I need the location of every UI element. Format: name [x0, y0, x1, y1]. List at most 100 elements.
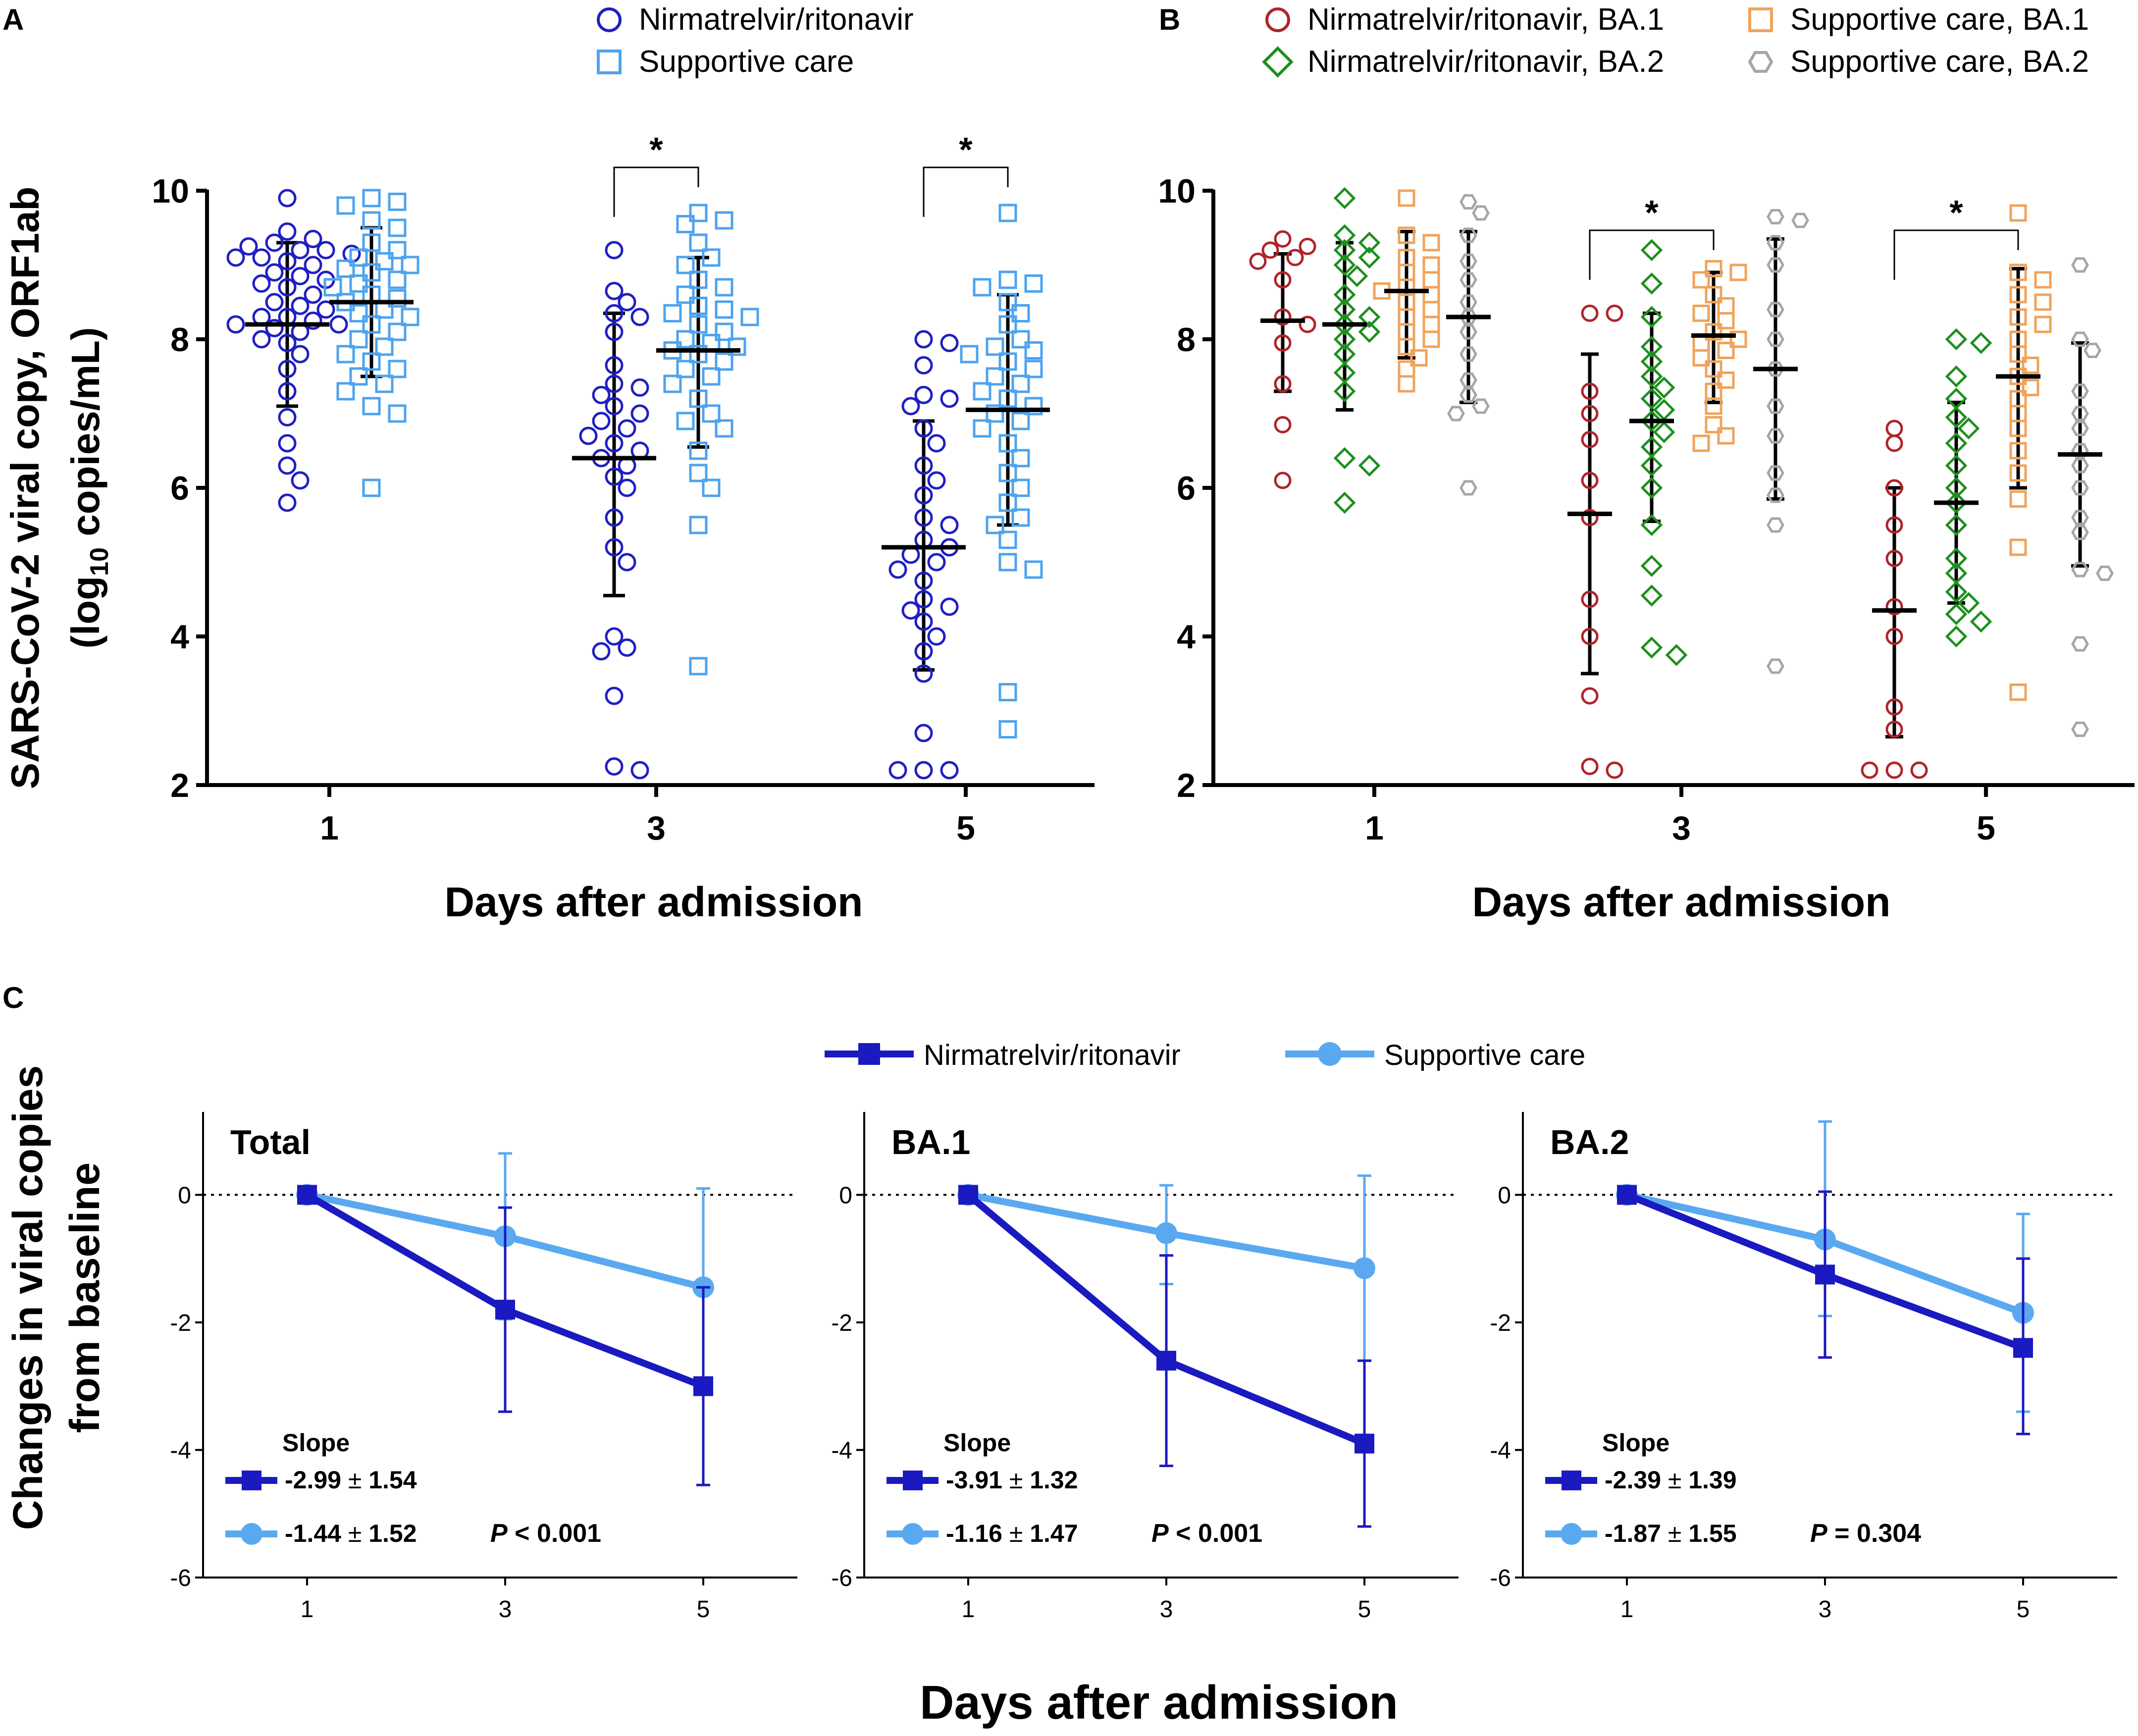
data-point — [362, 315, 381, 334]
data-point — [901, 397, 920, 416]
data-point — [998, 553, 1017, 572]
data-point — [927, 434, 946, 453]
y-tick-label: 8 — [170, 321, 189, 359]
data-point — [349, 330, 368, 349]
data-point — [715, 322, 733, 341]
y-tick-label: 2 — [1177, 767, 1196, 804]
data-point — [278, 252, 297, 270]
data-point — [1460, 254, 1477, 269]
data-point — [1398, 189, 1415, 207]
panel-letter: B — [1159, 3, 1180, 36]
data-point — [1358, 246, 1381, 269]
data-point — [689, 345, 708, 364]
data-point — [605, 241, 624, 260]
data-point — [252, 248, 271, 267]
data-point — [914, 761, 933, 780]
data-point — [349, 274, 368, 293]
data-point — [1791, 212, 1809, 228]
data-point — [304, 256, 322, 274]
data-point — [1472, 398, 1490, 414]
series-3 — [1446, 194, 2114, 737]
data-point — [1617, 1185, 1637, 1205]
data-point — [1767, 487, 1784, 503]
data-point — [362, 211, 381, 230]
data-point — [1885, 516, 1903, 534]
data-point — [401, 256, 419, 274]
data-point — [297, 1185, 317, 1205]
significance-bracket — [923, 166, 1009, 217]
data-point — [304, 312, 322, 330]
data-point — [693, 1376, 713, 1396]
slope-mean: -1.87 — [1605, 1520, 1661, 1547]
data-point — [940, 389, 959, 408]
data-point — [689, 297, 708, 315]
data-point — [618, 638, 636, 657]
x-tick-label: 5 — [1358, 1596, 1371, 1623]
slope-mean: -3.91 — [946, 1466, 1002, 1494]
data-point — [1692, 305, 1710, 322]
y-tick-label: 2 — [170, 767, 189, 804]
data-point — [1460, 480, 1477, 496]
slope-legend-marker — [903, 1471, 923, 1490]
data-point — [1274, 334, 1292, 352]
series-1 — [323, 189, 1050, 738]
y-tick-label: -4 — [170, 1437, 191, 1464]
data-point — [605, 538, 624, 557]
data-point — [663, 304, 682, 322]
data-point — [1261, 241, 1279, 259]
data-point — [630, 404, 649, 423]
panel-letter: A — [2, 3, 24, 36]
data-point — [2096, 566, 2114, 581]
data-point — [316, 300, 335, 319]
data-point — [592, 412, 611, 430]
data-point — [998, 270, 1017, 289]
slope-sd: 1.47 — [1030, 1520, 1078, 1547]
data-point — [940, 334, 959, 352]
p-label: P — [490, 1519, 508, 1548]
data-point — [605, 356, 624, 374]
data-point — [1640, 454, 1663, 477]
slope-legend-marker — [1562, 1471, 1581, 1490]
significance-bracket — [1589, 229, 1715, 280]
plus-minus-sign: ± — [1002, 1520, 1030, 1547]
data-point — [291, 471, 310, 490]
data-point — [2071, 480, 2089, 496]
data-point — [1945, 514, 1968, 536]
data-point — [388, 404, 407, 423]
subplot-title: BA.2 — [1550, 1123, 1629, 1161]
data-point — [702, 248, 721, 267]
data-point — [986, 404, 1004, 423]
data-point — [1460, 346, 1477, 362]
data-point — [226, 248, 245, 267]
data-point — [2071, 383, 2089, 399]
data-point — [265, 293, 284, 312]
data-point — [2071, 421, 2089, 436]
series-0 — [1249, 230, 1928, 779]
y-tick-label: 6 — [1177, 470, 1196, 507]
data-point — [1767, 331, 1784, 347]
slope-sd: 1.52 — [368, 1520, 417, 1547]
slope-value: -2.39 ± 1.39 — [1605, 1466, 1737, 1494]
y-tick-label: -6 — [1490, 1565, 1511, 1591]
data-point — [1011, 478, 1030, 497]
slope-legend-marker — [902, 1523, 924, 1545]
data-point — [1358, 231, 1381, 254]
data-point — [2071, 331, 2089, 347]
data-point — [1581, 758, 1599, 775]
data-point — [1460, 324, 1477, 340]
data-point — [888, 761, 907, 780]
data-point — [702, 367, 721, 386]
data-point — [1355, 1433, 1374, 1454]
data-point — [401, 308, 419, 326]
data-point — [1885, 628, 1903, 645]
data-point — [2034, 316, 2052, 333]
significance-star: * — [1949, 193, 1963, 232]
data-point — [1861, 761, 1878, 779]
data-point — [1640, 365, 1663, 388]
data-point — [1024, 360, 1043, 378]
data-point — [1422, 330, 1440, 348]
slope-mean: -1.44 — [285, 1520, 341, 1547]
data-point — [676, 215, 695, 233]
data-point — [252, 330, 271, 349]
panel-b: B 2 4 6 8 10 1 3 5 Days after admission * * Nirmatre… — [1158, 2, 2135, 925]
